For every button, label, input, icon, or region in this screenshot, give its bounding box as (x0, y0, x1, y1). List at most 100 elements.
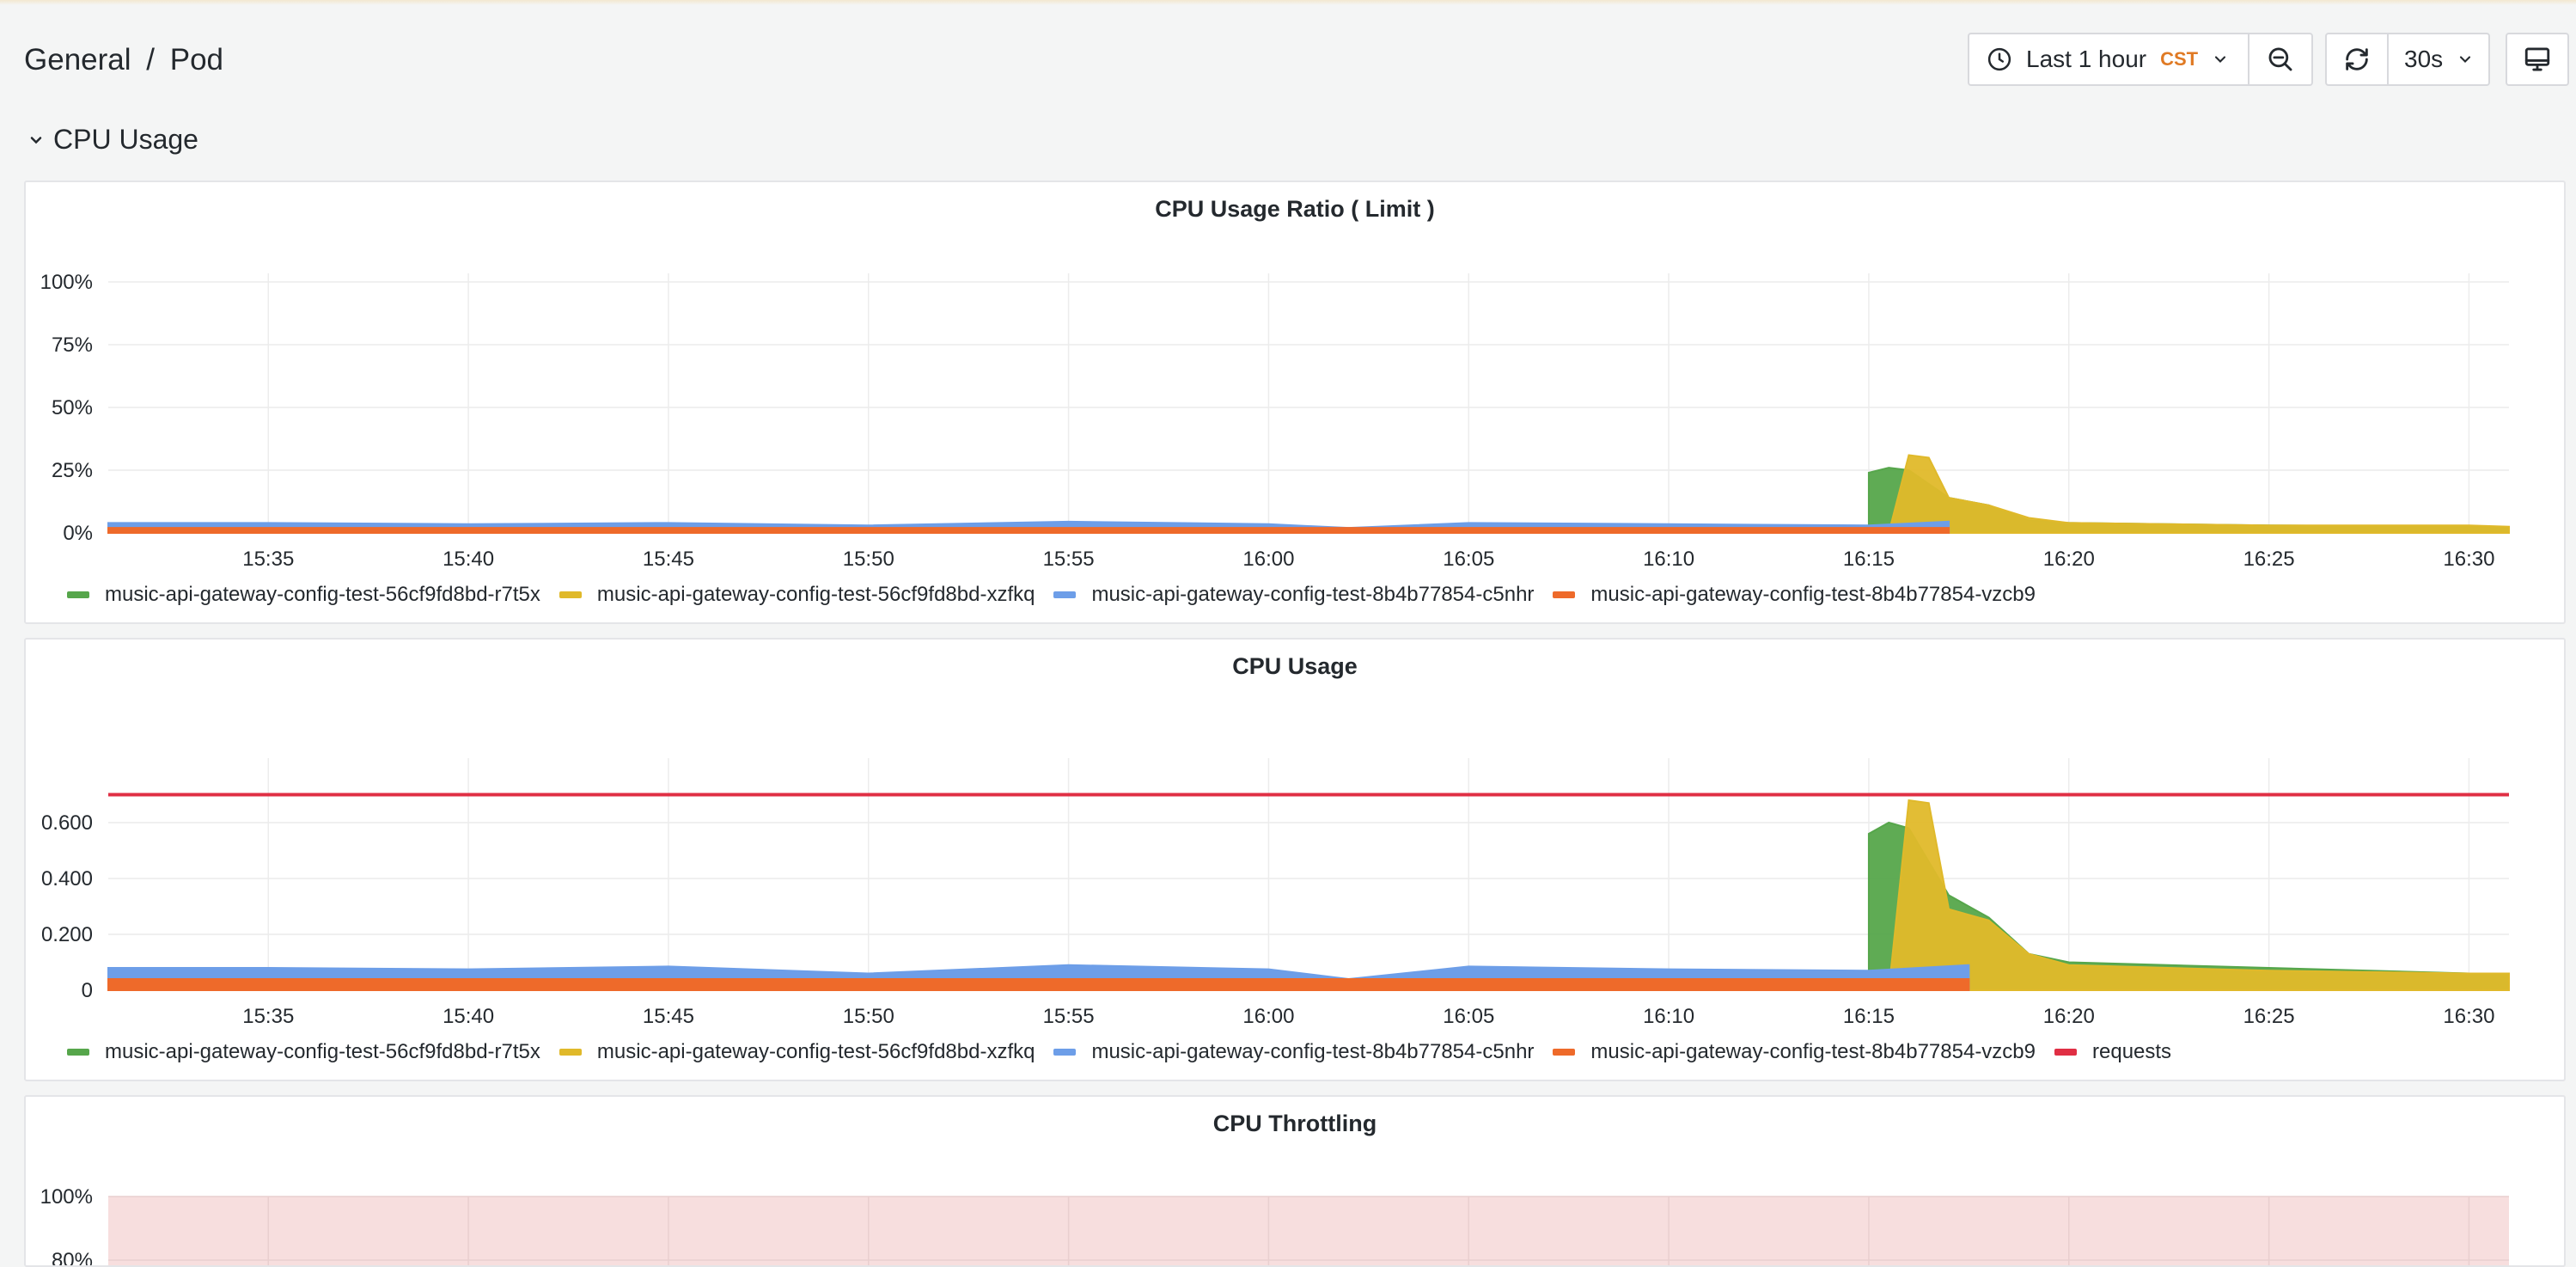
clock-icon (1987, 47, 2011, 71)
breadcrumb: General / Pod (24, 43, 223, 77)
row-collapse-toggle[interactable]: CPU Usage (27, 124, 198, 156)
y-tick-label: 0% (63, 522, 93, 545)
x-tick-label: 15:45 (643, 1005, 694, 1028)
throttling-area[interactable] (108, 1197, 2509, 1267)
legend-label: music-api-gateway-config-test-8b4b77854-… (1091, 583, 1535, 606)
x-tick-label: 15:35 (242, 548, 294, 571)
y-tick-label: 25% (52, 459, 93, 482)
legend-item[interactable]: music-api-gateway-config-test-56cf9fd8bd… (559, 583, 1035, 607)
panel-title[interactable]: CPU Throttling (1212, 1111, 1377, 1136)
zoom-out-icon (2268, 47, 2292, 71)
x-tick-label: 16:25 (2243, 548, 2295, 571)
y-tick-label: 0 (82, 979, 93, 1002)
legend-label: music-api-gateway-config-test-8b4b77854-… (1590, 583, 2036, 606)
legend-swatch (67, 1049, 89, 1056)
time-picker-button[interactable]: Last 1 hour CST (1968, 33, 2249, 86)
cpu-usage-chart[interactable]: 15:35 15:40 15:45 15:50 15:55 16:00 16:05 16:10… (26, 640, 2566, 1081)
legend-item[interactable]: music-api-gateway-config-test-8b4b77854-… (1053, 583, 1534, 607)
legend-item[interactable]: music-api-gateway-config-test-56cf9fd8bd… (67, 583, 540, 607)
panel-title[interactable]: CPU Usage Ratio ( Limit ) (1155, 196, 1435, 222)
time-range-label: Last 1 hour (2026, 46, 2147, 72)
x-tick-label: 16:10 (1643, 1005, 1694, 1028)
legend-item[interactable]: music-api-gateway-config-test-56cf9fd8bd… (67, 1040, 540, 1064)
legend-item[interactable]: music-api-gateway-config-test-56cf9fd8bd… (559, 1040, 1035, 1064)
chevron-down-icon (30, 136, 42, 144)
legend-label: music-api-gateway-config-test-8b4b77854-… (1590, 1040, 2036, 1063)
refresh-interval-label: 30s (2404, 46, 2444, 72)
legend-item[interactable]: music-api-gateway-config-test-8b4b77854-… (1553, 1040, 2036, 1064)
x-tick-label: 15:40 (443, 548, 494, 571)
monitor-icon (2524, 47, 2550, 71)
y-tick-label: 0.600 (41, 811, 93, 835)
cpu-usage-ratio-panel[interactable]: CPU Usage Ratio ( Limit ) 15:35 15:40 15:4… (24, 181, 2566, 624)
cpu-usage-ratio-chart[interactable]: 15:35 15:40 15:45 15:50 15:55 16:00 16:05 16:10… (26, 182, 2566, 624)
y-tick-label: 0.400 (41, 867, 93, 891)
y-tick-label: 0.200 (41, 923, 93, 946)
x-tick-label: 16:25 (2243, 1005, 2295, 1028)
refresh-icon (2346, 48, 2368, 70)
legend-swatch (1053, 1049, 1077, 1056)
series-area[interactable] (1888, 799, 2510, 991)
refresh-interval-picker[interactable]: 30s (2387, 33, 2490, 86)
zoom-out-button[interactable] (2248, 33, 2313, 86)
legend-swatch (2054, 1049, 2077, 1056)
x-tick-label: 15:45 (643, 548, 694, 571)
x-tick-label: 16:00 (1242, 548, 1294, 571)
legend-swatch (559, 1049, 582, 1056)
chevron-down-icon (2460, 56, 2471, 63)
x-tick-label: 16:20 (2043, 548, 2095, 571)
refresh-button[interactable] (2325, 33, 2389, 86)
series-area[interactable] (107, 527, 1950, 534)
legend-swatch (1053, 591, 1077, 598)
x-tick-label: 16:10 (1643, 548, 1694, 571)
series-area[interactable] (107, 978, 1970, 991)
breadcrumb-separator: / (146, 43, 155, 77)
cpu-throttling-panel[interactable]: CPU Throttling 100% 80% (24, 1095, 2566, 1267)
chart-legend: music-api-gateway-config-test-56cf9fd8bd… (67, 583, 2054, 607)
tv-mode-button[interactable] (2506, 33, 2569, 86)
x-tick-label: 15:35 (242, 1005, 294, 1028)
breadcrumb-folder[interactable]: General (24, 43, 131, 77)
y-tick-label: 80% (52, 1249, 93, 1267)
legend-label: requests (2092, 1040, 2172, 1063)
legend-label: music-api-gateway-config-test-56cf9fd8bd… (596, 1040, 1035, 1063)
y-tick-label: 75% (52, 334, 93, 357)
chevron-down-icon (2215, 56, 2226, 63)
legend-swatch (67, 591, 89, 598)
x-tick-label: 16:05 (1443, 1005, 1494, 1028)
legend-swatch (1553, 1049, 1576, 1056)
breadcrumb-dashboard[interactable]: Pod (169, 43, 224, 77)
dashboard-header: General / Pod Last 1 hour CST 30s (0, 5, 2576, 115)
x-tick-label: 15:50 (843, 548, 894, 571)
x-tick-label: 15:55 (1043, 548, 1095, 571)
legend-label: music-api-gateway-config-test-56cf9fd8bd… (105, 1040, 540, 1063)
y-tick-label: 100% (40, 1185, 93, 1209)
y-tick-label: 50% (52, 396, 93, 419)
x-tick-label: 16:00 (1242, 1005, 1294, 1028)
legend-item[interactable]: music-api-gateway-config-test-8b4b77854-… (1053, 1040, 1534, 1064)
row-title: CPU Usage (53, 124, 198, 155)
legend-item[interactable]: music-api-gateway-config-test-8b4b77854-… (1553, 583, 2036, 607)
x-tick-label: 16:30 (2443, 1005, 2494, 1028)
legend-label: music-api-gateway-config-test-8b4b77854-… (1091, 1040, 1535, 1063)
x-tick-label: 15:40 (443, 1005, 494, 1028)
legend-swatch (559, 591, 582, 598)
cpu-throttling-chart[interactable]: 100% 80% (26, 1097, 2566, 1267)
x-tick-label: 16:30 (2443, 548, 2494, 571)
legend-swatch (1553, 591, 1576, 598)
timezone-label: CST (2160, 48, 2199, 70)
legend-label: music-api-gateway-config-test-56cf9fd8bd… (596, 583, 1035, 606)
panel-title[interactable]: CPU Usage (1232, 653, 1358, 679)
cpu-usage-panel[interactable]: CPU Usage 15:35 15:40 15:45 15:50 15:55 16:00… (24, 638, 2566, 1081)
chart-legend: music-api-gateway-config-test-56cf9fd8bd… (67, 1040, 2190, 1064)
legend-label: music-api-gateway-config-test-56cf9fd8bd… (105, 583, 540, 606)
x-tick-label: 16:20 (2043, 1005, 2095, 1028)
series-area[interactable] (1887, 454, 2510, 534)
x-tick-label: 15:50 (843, 1005, 894, 1028)
x-tick-label: 16:15 (1843, 548, 1895, 571)
top-accent-bar (0, 0, 2576, 5)
x-tick-label: 16:15 (1843, 1005, 1895, 1028)
legend-item[interactable]: requests (2054, 1040, 2171, 1064)
y-tick-label: 100% (40, 271, 93, 294)
x-tick-label: 16:05 (1443, 548, 1494, 571)
